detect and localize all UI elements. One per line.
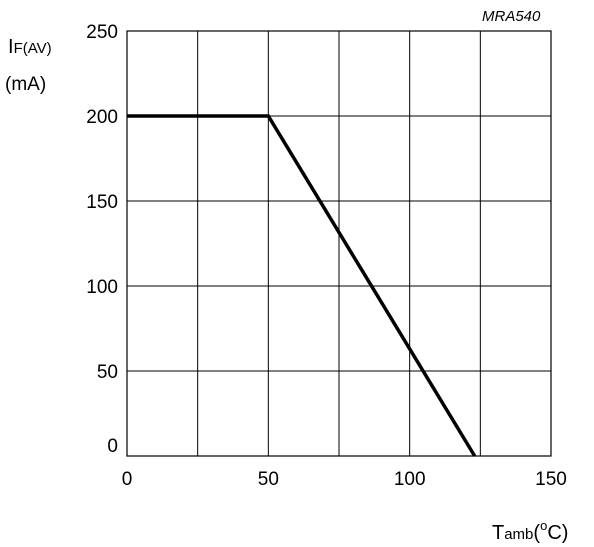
x-axis-symbol: T bbox=[492, 522, 504, 544]
y-axis-label: IF(AV) bbox=[8, 36, 52, 58]
degree-symbol: o bbox=[540, 518, 547, 533]
x-axis-subscript: amb bbox=[504, 526, 533, 543]
x-tick-label: 100 bbox=[394, 469, 426, 490]
y-tick-label: 250 bbox=[86, 22, 118, 43]
x-axis-unit: C) bbox=[547, 522, 568, 544]
x-axis-paren: ( bbox=[533, 522, 540, 544]
x-axis-label: Tamb(oC) bbox=[492, 518, 568, 544]
y-tick-label: 0 bbox=[107, 436, 118, 457]
series-group bbox=[127, 114, 477, 457]
y-tick-label: 150 bbox=[86, 192, 118, 213]
series-line bbox=[127, 114, 477, 457]
x-tick-label: 0 bbox=[122, 469, 133, 490]
x-tick-label: 50 bbox=[258, 469, 279, 490]
y-tick-label: 50 bbox=[97, 362, 118, 383]
y-tick-label: 100 bbox=[86, 277, 118, 298]
y-tick-label: 200 bbox=[86, 107, 118, 128]
plot-frame bbox=[126, 30, 552, 457]
figure-code: MRA540 bbox=[482, 8, 541, 25]
x-tick-label: 150 bbox=[535, 469, 567, 490]
y-axis-unit: (mA) bbox=[5, 74, 46, 95]
y-axis-symbol: I bbox=[8, 36, 14, 58]
y-axis-subscript: F(AV) bbox=[14, 40, 52, 57]
grid-lines bbox=[127, 31, 551, 456]
tick-labels: 0 50 100 150 0 50 100 150 200 250 bbox=[86, 22, 567, 490]
